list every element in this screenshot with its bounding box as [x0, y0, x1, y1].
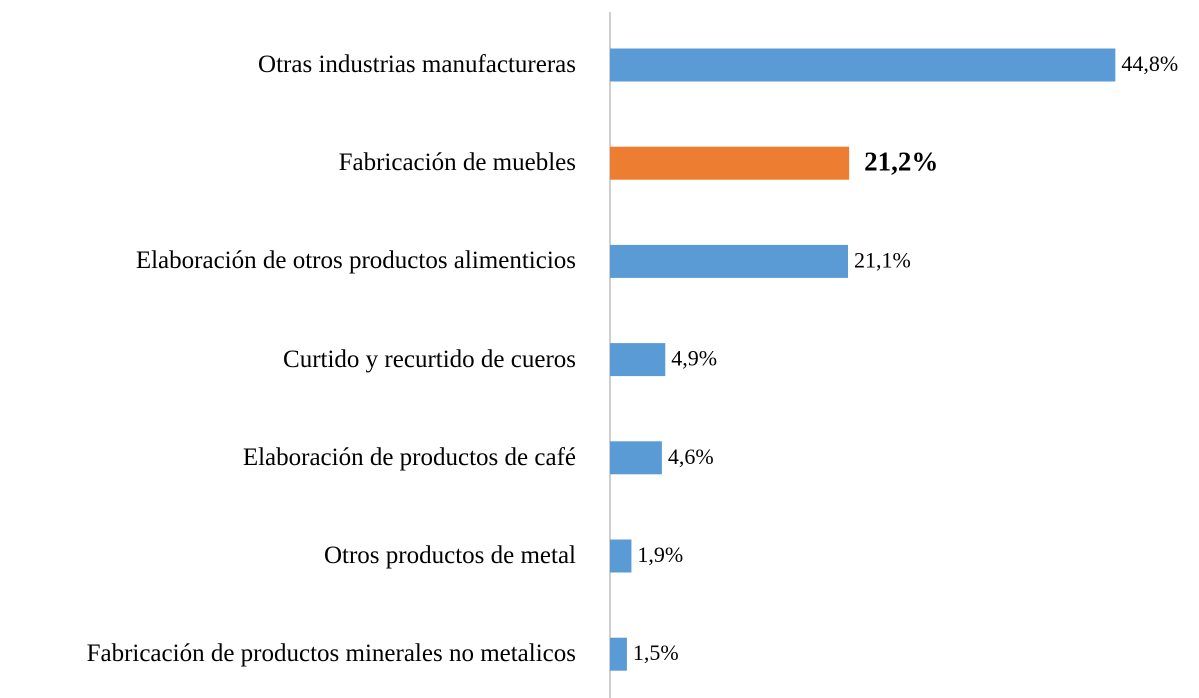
category-label: Fabricación de productos minerales no me…: [86, 640, 576, 668]
category-label: Elaboración de productos de café: [242, 443, 576, 471]
value-label: 44,8%: [1121, 51, 1178, 76]
category-label: Otras industrias manufactureras: [258, 51, 576, 78]
category-label: Fabricación de muebles: [338, 149, 576, 177]
bar: [610, 441, 662, 475]
bar: [610, 48, 1116, 82]
category-label: Elaboración de otros productos alimentic…: [135, 247, 576, 275]
value-label: 4,6%: [668, 444, 714, 469]
bar: [610, 343, 666, 377]
bar: [610, 637, 627, 671]
bar: [610, 146, 850, 180]
value-label: 1,9%: [637, 542, 683, 567]
value-label: 1,5%: [633, 640, 679, 665]
category-label: Otros productos de metal: [323, 542, 576, 569]
value-label: 4,9%: [671, 346, 717, 371]
value-label: 21,2%: [864, 146, 938, 176]
bar: [610, 244, 849, 278]
bar: [610, 539, 632, 573]
category-label: Curtido y recurtido de cueros: [283, 345, 576, 373]
value-label: 21,1%: [854, 247, 911, 272]
